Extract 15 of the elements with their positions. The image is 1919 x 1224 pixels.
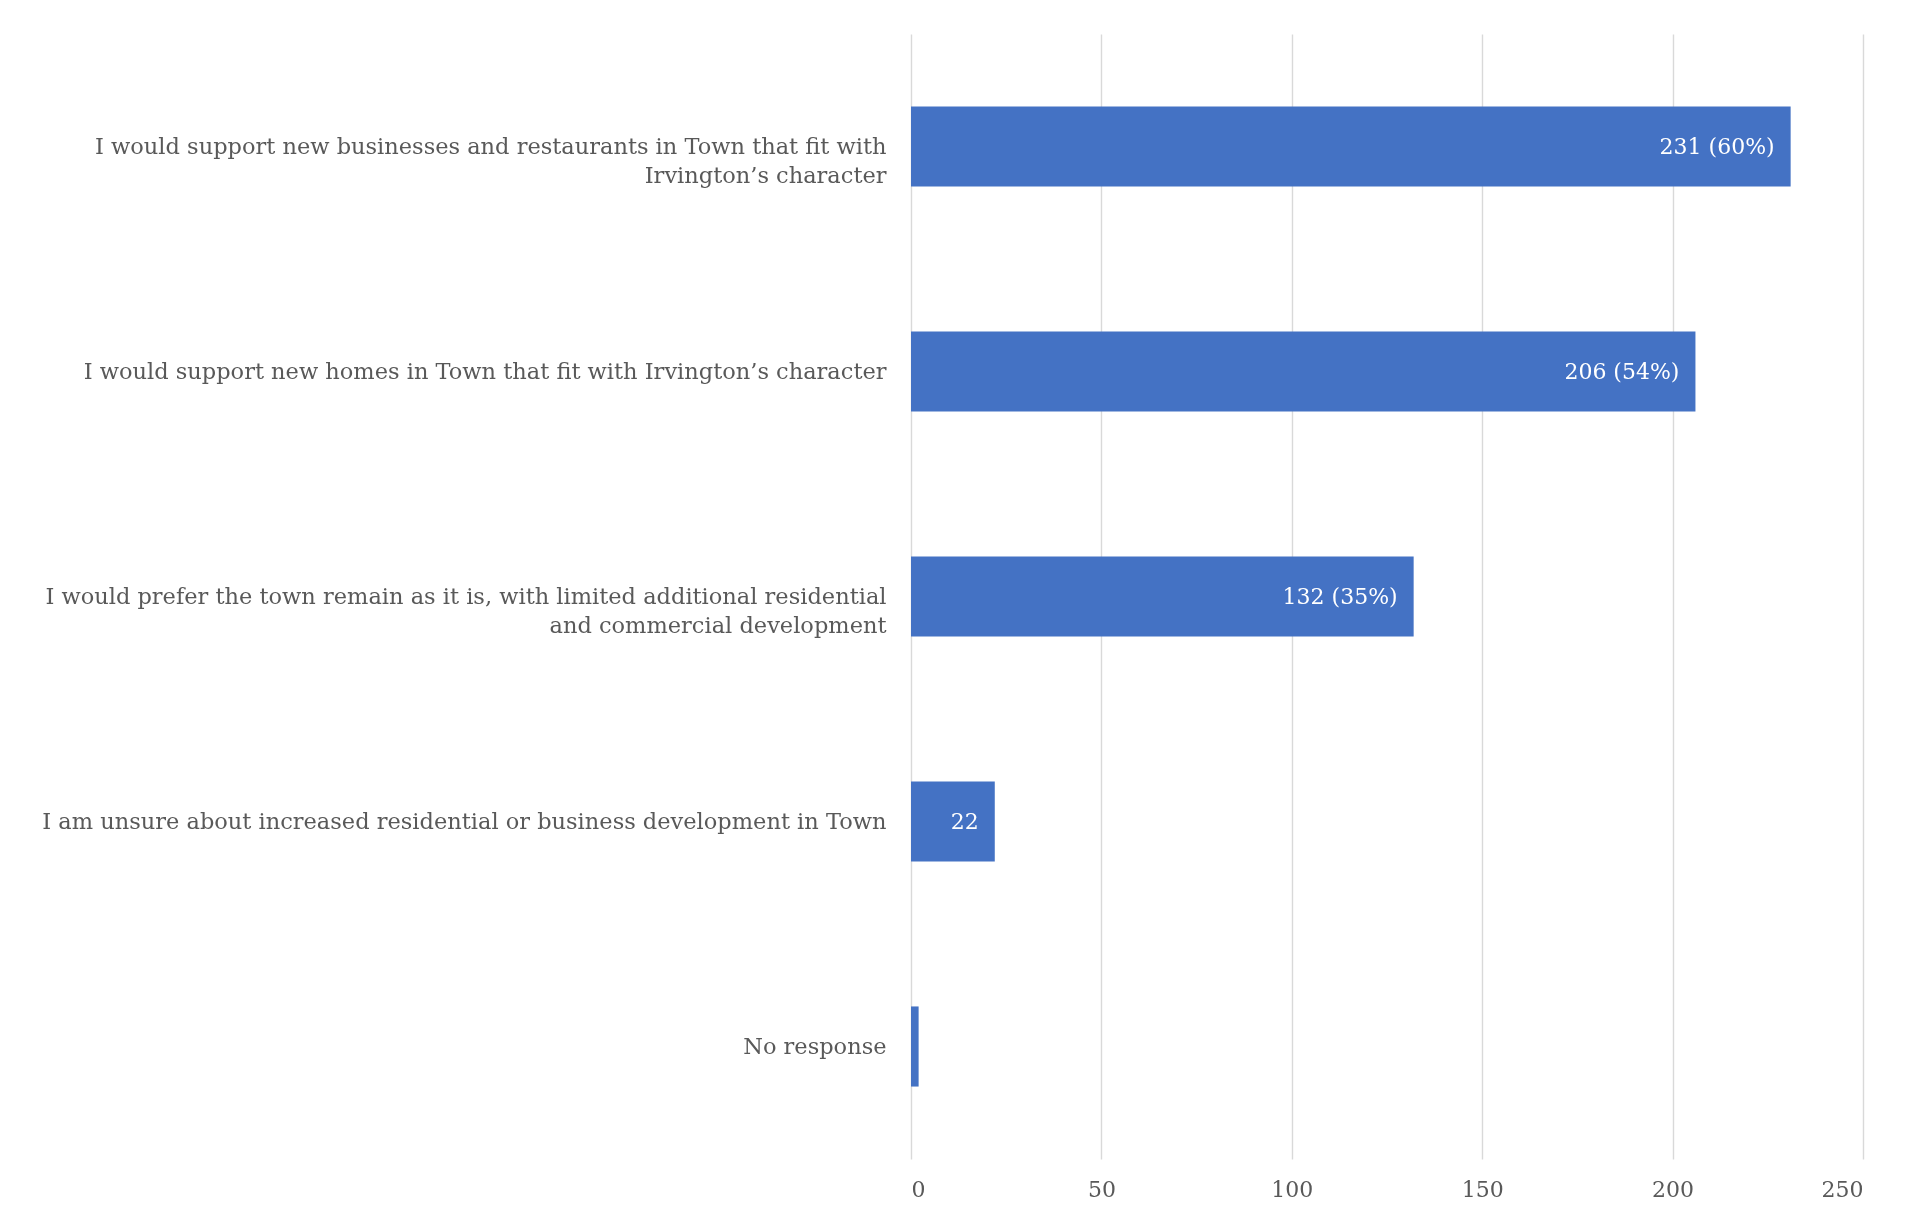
data-label: 22 [950,808,979,834]
y-tick-label: I would prefer the town remain as it is, with limited additional residential and commercial development [45,582,887,638]
data-label: 231 (60%) [1659,133,1775,159]
x-tick-label: 200 [1652,1176,1695,1202]
x-tick-label: 0 [911,1176,926,1202]
y-tick-label: I would support new businesses and restaurants in Town that fit with Irvington’s character [95,132,887,188]
y-tick-label: I am unsure about increased residential or business development in Town [42,807,887,834]
x-tick-label: 150 [1461,1176,1504,1202]
y-tick-label: I would support new homes in Town that fit with Irvington’s character [83,357,887,384]
y-tick-label: No response [743,1032,887,1059]
data-label: 206 (54%) [1564,358,1680,384]
x-tick-label: 100 [1271,1176,1314,1202]
x-tick-label: 250 [1821,1176,1864,1202]
x-tick-label: 50 [1087,1176,1116,1202]
data-label: 132 (35%) [1282,583,1398,609]
